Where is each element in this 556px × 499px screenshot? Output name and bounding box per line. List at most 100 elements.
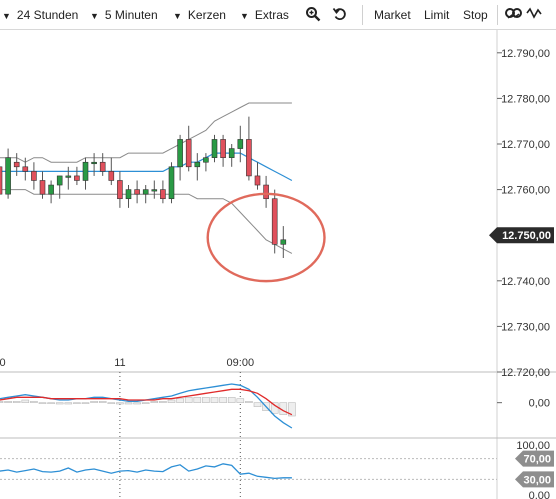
histogram-bar	[253, 402, 262, 407]
histogram-bar	[245, 401, 253, 403]
middle-band-line	[0, 152, 293, 182]
candle	[246, 116, 252, 181]
histogram-bar	[150, 401, 159, 403]
histogram-bar	[30, 401, 38, 403]
candle-body	[13, 161, 20, 168]
upper-band-line	[0, 102, 292, 163]
x-tick-label: 09:00	[227, 357, 255, 369]
histogram-bar	[270, 402, 279, 414]
histogram-bar	[73, 402, 81, 404]
chevron-down-icon: ▼	[240, 11, 249, 21]
candle	[254, 162, 261, 190]
candle-body	[211, 139, 218, 158]
y-tick-label: 12.790,00	[501, 48, 550, 60]
undo-icon[interactable]	[332, 6, 348, 22]
indicator-icon[interactable]	[505, 6, 549, 22]
annotation-ellipse	[206, 192, 326, 283]
candle	[280, 226, 287, 258]
histogram-bar	[4, 401, 12, 403]
candle-body	[168, 166, 175, 200]
candle-body	[99, 161, 106, 172]
bollinger-bands	[0, 102, 293, 254]
candle-body	[5, 157, 11, 195]
candle-body	[263, 184, 269, 200]
chart-canvas[interactable]: 12.790,00 12.780,00 12.770,00 12.760,00 12.7…	[0, 30, 556, 499]
candle	[56, 175, 63, 199]
candle	[134, 180, 140, 204]
candle-body	[177, 139, 183, 168]
chevron-down-icon: ▼	[90, 11, 99, 21]
y-tick-label: 100,00	[516, 440, 550, 452]
candle	[91, 153, 97, 176]
histogram-bar	[193, 397, 202, 403]
y-tick-label: 12.740,00	[501, 276, 550, 288]
period-label: 24 Stunden	[16, 8, 79, 22]
price-axis: 12.790,00 12.780,00 12.770,00 12.760,00 12.7…	[489, 48, 554, 379]
candle	[151, 180, 158, 199]
extras-dropdown[interactable]: ▼ Extras	[240, 8, 289, 22]
candle	[0, 166, 3, 195]
candle-body	[56, 175, 63, 186]
market-order-button[interactable]: Market	[374, 8, 411, 22]
histogram-bar	[202, 397, 210, 403]
histogram-bar	[90, 401, 98, 403]
candle-body	[203, 157, 209, 163]
candle-body	[65, 175, 72, 178]
candle-body	[91, 161, 97, 165]
candle	[185, 125, 192, 172]
stop-order-button[interactable]: Stop	[463, 8, 488, 22]
interval-dropdown[interactable]: ▼ 5 Minuten	[90, 8, 158, 22]
toolbar-divider	[362, 5, 363, 25]
candle-body	[194, 161, 201, 168]
candle-body	[228, 148, 235, 158]
candle	[99, 153, 106, 176]
candle	[194, 153, 201, 181]
candle-body	[22, 166, 29, 172]
toolbar-divider	[497, 5, 498, 25]
y-tick-label: 12.760,00	[501, 185, 550, 197]
histogram-bar	[38, 402, 47, 404]
candle	[117, 171, 123, 208]
candle	[271, 189, 278, 254]
rsi-level-label: 30,00	[523, 474, 551, 486]
chevron-down-icon: ▼	[2, 11, 11, 21]
y-tick-label: 12.780,00	[501, 93, 550, 105]
candle-body	[160, 189, 166, 200]
candle-body	[74, 175, 80, 181]
candle	[220, 134, 226, 167]
candle-body	[31, 171, 37, 181]
histogram-bar	[141, 402, 150, 404]
limit-order-button[interactable]: Limit	[424, 8, 450, 22]
candle	[125, 185, 132, 208]
price-grid	[0, 30, 556, 499]
candle	[168, 162, 175, 204]
histogram-bar	[81, 402, 90, 404]
rsi-level-badge	[515, 471, 554, 488]
candle	[177, 134, 183, 181]
candle-body	[0, 166, 3, 195]
candle	[31, 162, 37, 190]
rsi-level-badge	[515, 450, 554, 467]
annotation-circle	[206, 192, 326, 283]
candle	[74, 166, 80, 186]
candle-body	[117, 180, 123, 200]
histogram-bar	[176, 398, 184, 403]
candle-body	[151, 189, 158, 192]
histogram-bar	[47, 402, 55, 404]
histogram-bar	[236, 398, 245, 403]
histogram-bar	[64, 402, 73, 405]
x-tick-label: 00	[0, 357, 6, 369]
extras-label: Extras	[254, 8, 289, 22]
chart-type-dropdown[interactable]: ▼ Kerzen	[173, 8, 226, 22]
y-tick-label: 12.770,00	[501, 139, 550, 151]
candle-body	[134, 189, 140, 195]
candle	[237, 125, 244, 163]
zoom-icon[interactable]	[305, 6, 321, 22]
y-tick-label: 12.720,00	[501, 367, 550, 379]
candle	[203, 153, 209, 172]
period-dropdown[interactable]: ▼ 24 Stunden	[2, 8, 78, 22]
candle	[228, 144, 235, 167]
candle	[211, 134, 218, 163]
histogram-bar	[124, 402, 133, 405]
histogram-bar	[167, 399, 176, 403]
